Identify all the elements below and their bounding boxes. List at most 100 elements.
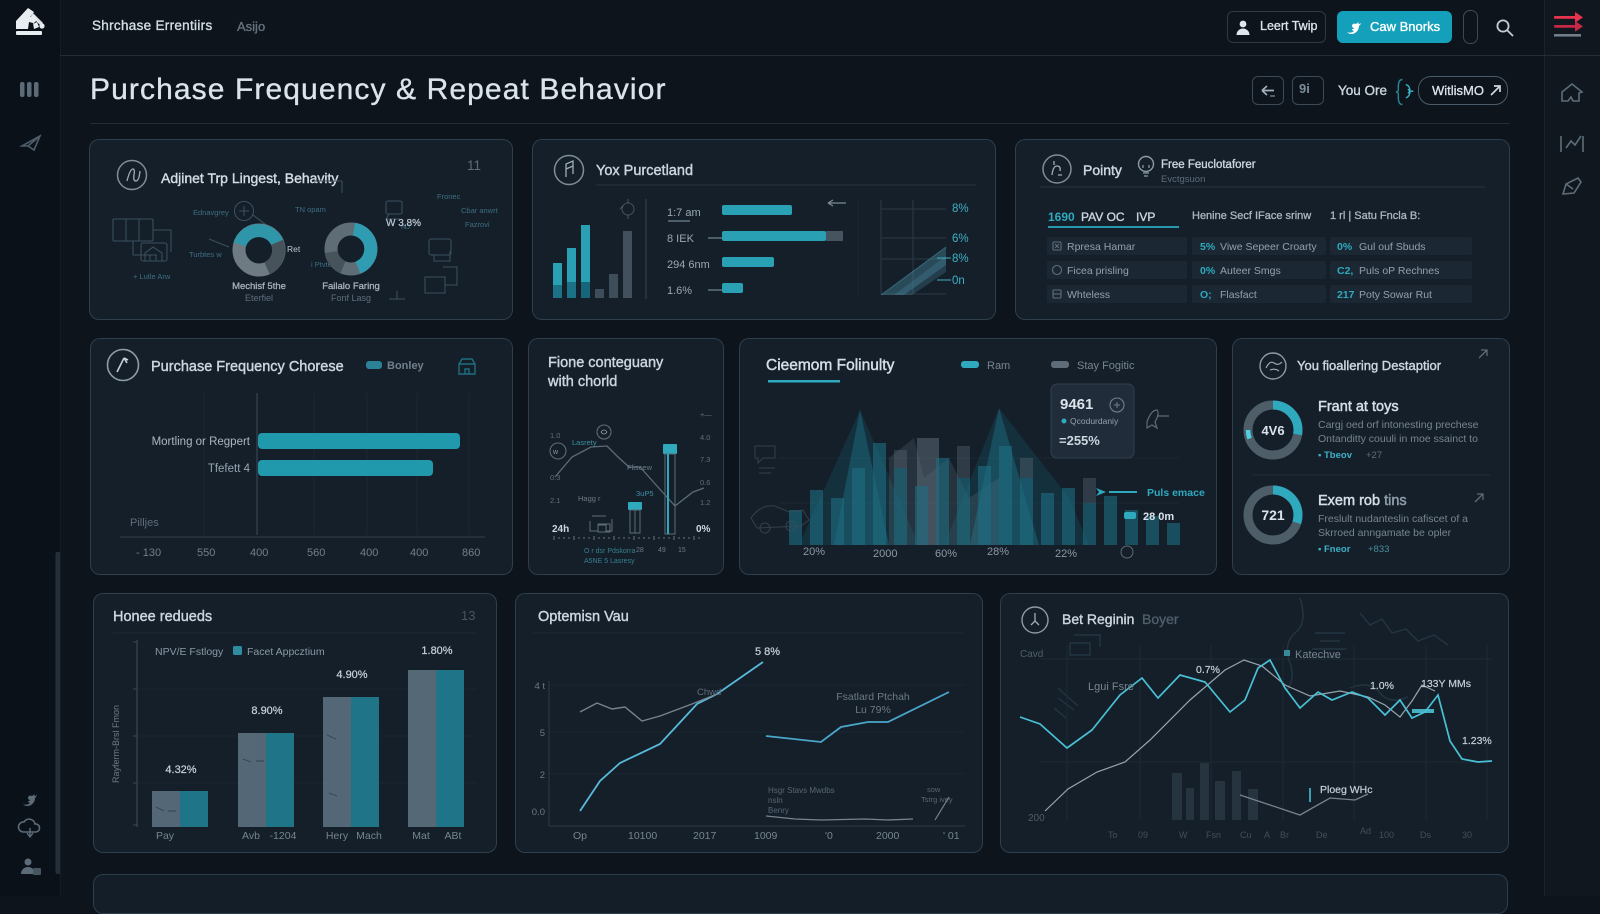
svg-text:Br: Br xyxy=(1280,830,1289,840)
svg-text:3uP5: 3uP5 xyxy=(636,489,654,498)
svg-text:Honee redueds: Honee redueds xyxy=(113,609,212,625)
svg-text:Bet Reginin: Bet Reginin xyxy=(1062,611,1134,627)
svg-text:NJ: NJ xyxy=(401,222,410,231)
svg-text:Ploeg WHc: Ploeg WHc xyxy=(1320,784,1373,796)
svg-text:1690: 1690 xyxy=(1048,210,1075,224)
svg-text:'0: '0 xyxy=(825,830,833,842)
svg-text:200: 200 xyxy=(1028,813,1045,824)
svg-text:5: 5 xyxy=(540,728,545,739)
svg-text:W 3.8%: W 3.8% xyxy=(386,218,421,229)
svg-text:400: 400 xyxy=(410,547,428,559)
svg-text:O;: O; xyxy=(1200,289,1212,301)
svg-text:20%: 20% xyxy=(803,546,825,558)
svg-text:1.0%: 1.0% xyxy=(1370,680,1394,692)
svg-text:Benry: Benry xyxy=(768,806,789,815)
svg-text:11: 11 xyxy=(467,158,481,173)
svg-text:60%: 60% xyxy=(935,548,957,560)
svg-text:Mortling or Regpert: Mortling or Regpert xyxy=(152,436,251,448)
svg-text:4.90%: 4.90% xyxy=(336,669,367,681)
svg-text:-1204: -1204 xyxy=(270,830,297,842)
svg-text:0n: 0n xyxy=(952,275,965,287)
svg-text:+27: +27 xyxy=(1366,450,1382,461)
svg-text:49: 49 xyxy=(658,547,666,554)
svg-text:Avb: Avb xyxy=(242,830,260,842)
svg-text:with chorld: with chorld xyxy=(547,374,617,390)
svg-text:30: 30 xyxy=(1462,830,1472,840)
svg-text:1.23%: 1.23% xyxy=(1462,735,1492,747)
svg-text:O r dsr Pdskorra: O r dsr Pdskorra xyxy=(584,548,635,555)
svg-text:Purchase Frequency Chorese: Purchase Frequency Chorese xyxy=(151,359,344,375)
svg-text:550: 550 xyxy=(197,547,215,559)
svg-text:▪ Tbeov: ▪ Tbeov xyxy=(1318,450,1353,461)
svg-text:Fliscew: Fliscew xyxy=(627,463,653,472)
svg-text:1.80%: 1.80% xyxy=(421,645,452,657)
svg-text:Yox Purcetland: Yox Purcetland xyxy=(596,163,693,179)
svg-text:You fioallering Destaptior: You fioallering Destaptior xyxy=(1297,358,1442,373)
svg-text:Fione conteguany: Fione conteguany xyxy=(548,355,664,371)
svg-text:0%: 0% xyxy=(696,524,711,535)
svg-text:nsln: nsln xyxy=(768,796,783,805)
svg-text:Fsn: Fsn xyxy=(1206,830,1221,840)
svg-text:0.6: 0.6 xyxy=(700,478,710,487)
svg-text:217: 217 xyxy=(1337,289,1355,301)
svg-text:Pointy: Pointy xyxy=(1083,162,1122,178)
svg-text:Katechve: Katechve xyxy=(1295,649,1341,661)
svg-text:Turbtes w: Turbtes w xyxy=(189,250,222,259)
svg-text:IVP: IVP xyxy=(1136,210,1155,224)
svg-text:Free Feuclotaforer: Free Feuclotaforer xyxy=(1161,159,1256,171)
svg-text:C2,: C2, xyxy=(1337,265,1353,277)
svg-text:Fazrovi: Fazrovi xyxy=(465,220,490,229)
svg-text:1009: 1009 xyxy=(754,830,778,842)
svg-text:1 rl | Satu Fncla B:: 1 rl | Satu Fncla B: xyxy=(1330,210,1420,222)
svg-text:860: 860 xyxy=(462,547,480,559)
svg-text:Ret: Ret xyxy=(287,244,301,254)
svg-text:0.7%: 0.7% xyxy=(1196,664,1220,676)
svg-text:Puls emace: Puls emace xyxy=(1147,487,1205,499)
svg-text:Whteless: Whteless xyxy=(1067,289,1110,301)
svg-text:28: 28 xyxy=(636,547,644,554)
svg-text:Cbar anwrt: Cbar anwrt xyxy=(461,206,499,215)
svg-text:133Y MMs: 133Y MMs xyxy=(1421,678,1471,690)
svg-text:- 130: - 130 xyxy=(136,547,161,559)
svg-text:294 6nm: 294 6nm xyxy=(667,259,710,271)
svg-text:Fonf Lasg: Fonf Lasg xyxy=(331,293,371,303)
svg-text:Freslult nudanteslin cafiscet: Freslult nudanteslin cafiscet of a xyxy=(1318,513,1468,525)
svg-text:Rayferm-Brsl Fmon: Rayferm-Brsl Fmon xyxy=(111,705,121,783)
svg-text:Mat: Mat xyxy=(412,830,430,842)
svg-text:28 0m: 28 0m xyxy=(1143,511,1174,523)
svg-text:sow: sow xyxy=(927,785,941,794)
svg-text:0%: 0% xyxy=(1200,265,1216,277)
svg-text:Failalo Faring: Failalo Faring xyxy=(322,281,380,292)
svg-text:15: 15 xyxy=(678,547,686,554)
svg-text:Cavd: Cavd xyxy=(1020,649,1043,660)
svg-text:Cargj oed orf intonesting prec: Cargj oed orf intonesting prechese xyxy=(1318,419,1479,431)
svg-text:8.90%: 8.90% xyxy=(251,705,282,717)
svg-text:To: To xyxy=(1108,830,1118,840)
svg-text:Cieemom Folinulty: Cieemom Folinulty xyxy=(766,357,895,374)
svg-text:2000: 2000 xyxy=(873,548,897,560)
svg-text:0.3: 0.3 xyxy=(550,473,560,482)
svg-text:Eterfiel: Eterfiel xyxy=(245,293,273,303)
svg-text:24h: 24h xyxy=(552,524,569,535)
svg-text:Tfefett 4: Tfefett 4 xyxy=(208,463,251,475)
svg-text:Hery: Hery xyxy=(326,830,349,842)
svg-text:Chwd: Chwd xyxy=(697,687,721,698)
svg-text:Stay Fogitic: Stay Fogitic xyxy=(1077,360,1135,372)
svg-text:22%: 22% xyxy=(1055,548,1077,560)
svg-text:9461: 9461 xyxy=(1060,396,1093,413)
svg-text:NPV/E Fstlogy: NPV/E Fstlogy xyxy=(155,646,224,658)
svg-text:Facet Appcztium: Facet Appcztium xyxy=(247,646,325,658)
svg-text:Evctgsuon: Evctgsuon xyxy=(1161,174,1205,185)
svg-text:4.0: 4.0 xyxy=(700,433,710,442)
svg-text:Auteer Smgs: Auteer Smgs xyxy=(1220,265,1281,277)
svg-text:' 01: ' 01 xyxy=(943,830,960,842)
svg-text:1.2: 1.2 xyxy=(700,498,710,507)
svg-text:10100: 10100 xyxy=(628,830,657,842)
svg-text:Gul ouf Sbuds: Gul ouf Sbuds xyxy=(1359,241,1426,253)
svg-text:Frant at toys: Frant at toys xyxy=(1318,399,1399,415)
svg-text:Optemisn Vau: Optemisn Vau xyxy=(538,609,629,625)
svg-text:Ad: Ad xyxy=(1360,826,1371,836)
svg-text:8%: 8% xyxy=(952,253,969,265)
svg-text:400: 400 xyxy=(250,547,268,559)
svg-text:Op: Op xyxy=(573,830,587,842)
